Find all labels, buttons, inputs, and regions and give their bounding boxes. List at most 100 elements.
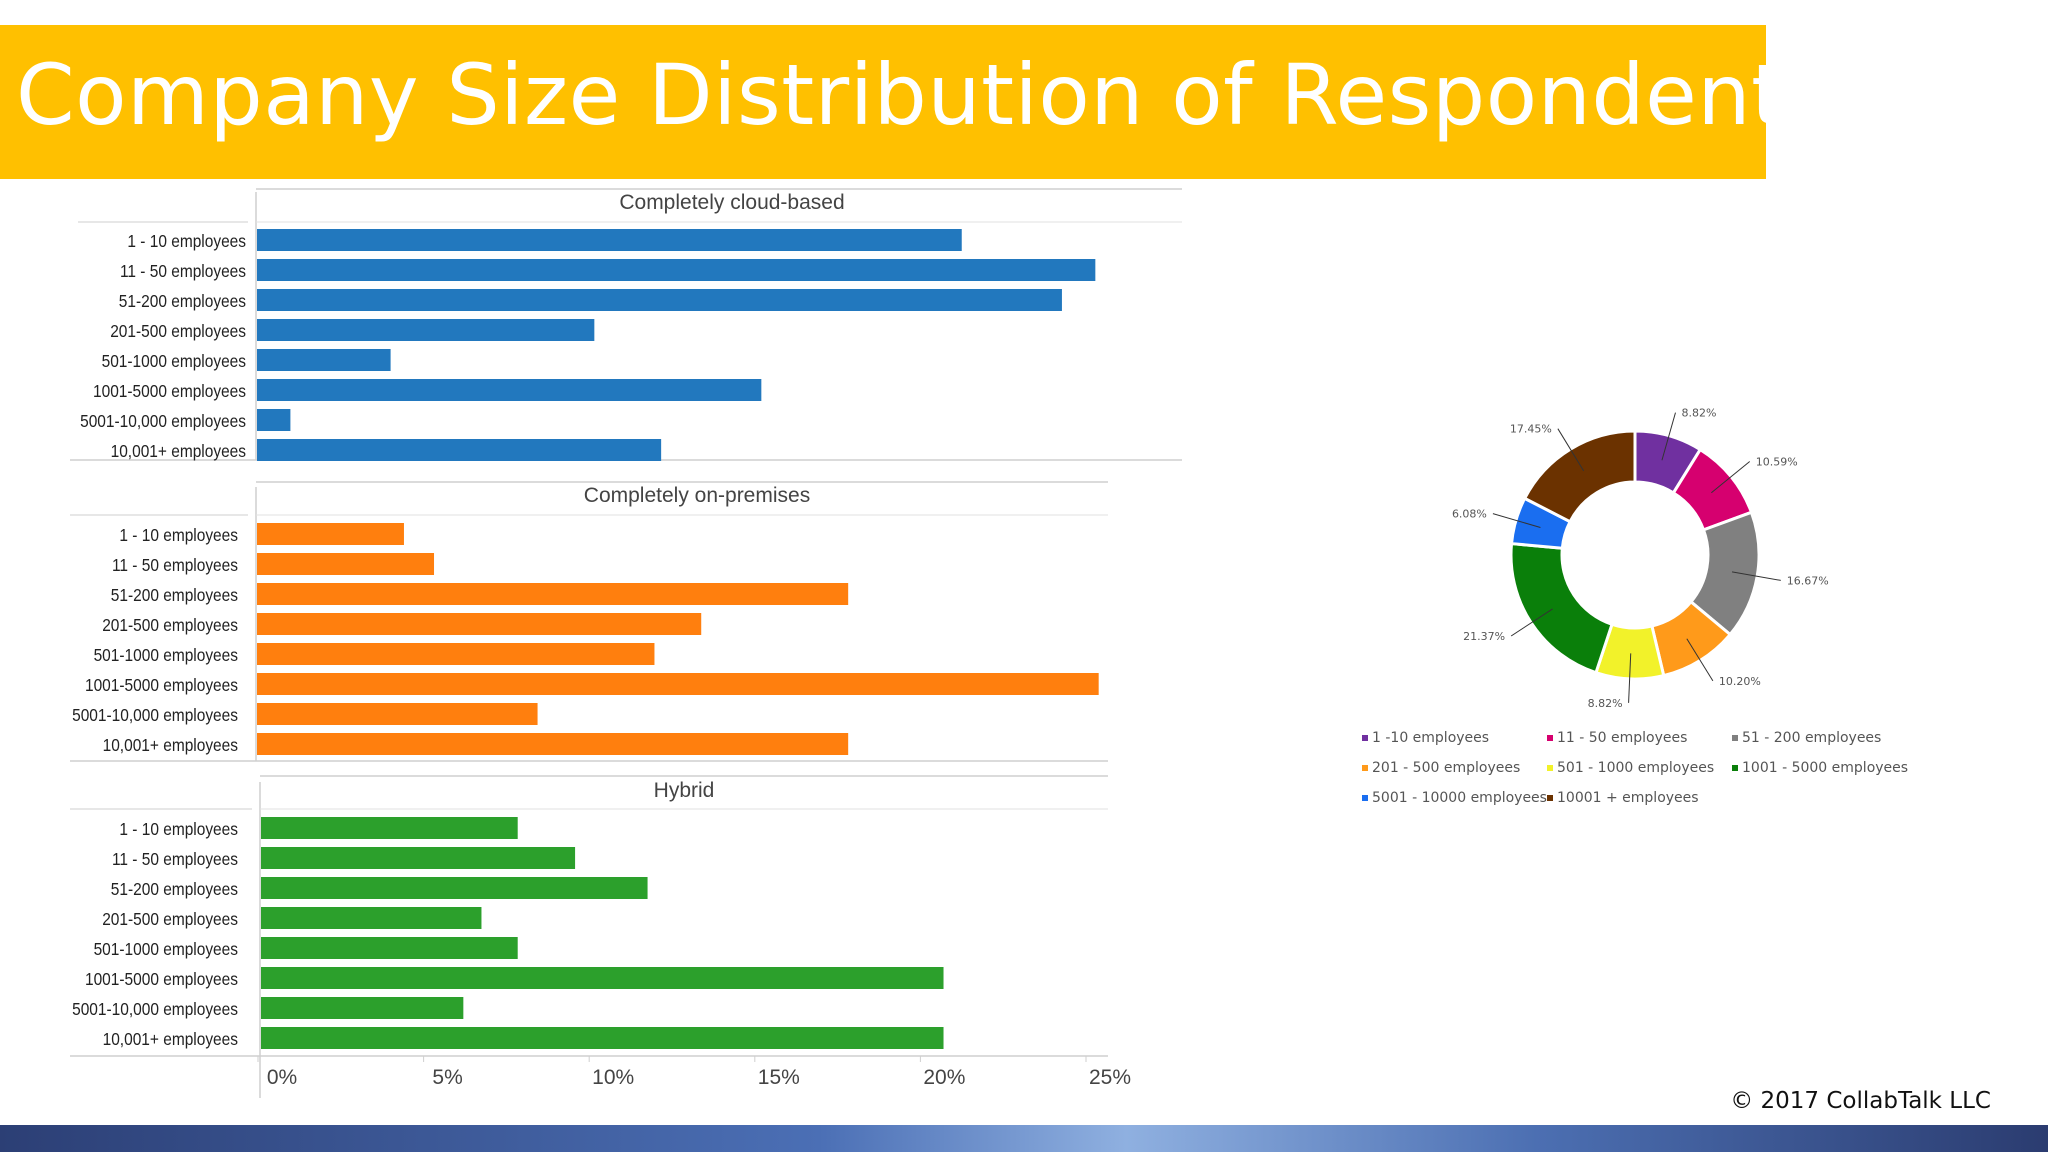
bar bbox=[257, 349, 391, 371]
bar bbox=[257, 229, 962, 251]
legend-label: 1001 - 5000 employees bbox=[1742, 760, 1909, 776]
x-tick-label: 5% bbox=[432, 1066, 462, 1089]
bar-category-label: 501-1000 employees bbox=[102, 351, 246, 371]
bar-category-label: 1001-5000 employees bbox=[85, 969, 238, 989]
x-tick-label: 15% bbox=[758, 1066, 800, 1089]
bar-category-label: 10,001+ employees bbox=[111, 441, 246, 461]
legend-swatch bbox=[1362, 765, 1368, 771]
leader-line bbox=[1557, 428, 1585, 472]
legend-label: 201 - 500 employees bbox=[1372, 760, 1521, 776]
legend-item: 1001 - 5000 employees bbox=[1732, 760, 1908, 776]
donut-data-label: 21.37% bbox=[1463, 630, 1505, 643]
bar-category-label: 201-500 employees bbox=[102, 615, 238, 635]
donut-slice bbox=[1522, 429, 1637, 524]
legend-item: 51 - 200 employees bbox=[1732, 730, 1881, 746]
leader-line bbox=[1661, 412, 1676, 461]
bar bbox=[261, 967, 944, 989]
x-tick-label: 25% bbox=[1089, 1066, 1131, 1089]
donut-data-label: 8.82% bbox=[1588, 697, 1623, 710]
legend-label: 10001 + employees bbox=[1557, 790, 1699, 806]
bar bbox=[257, 733, 849, 755]
bar-panel-title: Hybrid bbox=[654, 779, 715, 802]
bar bbox=[257, 703, 538, 725]
legend-item: 201 - 500 employees bbox=[1362, 760, 1520, 776]
donut-data-label: 8.82% bbox=[1681, 407, 1716, 420]
legend-swatch bbox=[1732, 765, 1738, 771]
bar bbox=[257, 439, 662, 461]
bar-category-label: 11 - 50 employees bbox=[120, 261, 246, 281]
donut-data-label: 17.45% bbox=[1510, 423, 1552, 436]
bar-category-label: 1 - 10 employees bbox=[119, 525, 238, 545]
x-tick-label: 10% bbox=[592, 1066, 634, 1089]
bar-category-label: 11 - 50 employees bbox=[112, 555, 238, 575]
donut-slices: 8.82% 10.59% 16.67% 10.20% 8.82% 21.37% 6.08% 1… bbox=[1452, 407, 1829, 710]
legend-swatch bbox=[1547, 795, 1553, 801]
bar bbox=[257, 643, 655, 665]
bar bbox=[257, 553, 435, 575]
bar bbox=[257, 409, 291, 431]
legend-swatch bbox=[1732, 735, 1738, 741]
legend-label: 1 -10 employees bbox=[1372, 730, 1490, 746]
bar bbox=[257, 613, 702, 635]
bar-panel-1: Completely cloud-based 1 - 10 employees 11… bbox=[70, 188, 1182, 461]
legend-swatch bbox=[1547, 765, 1553, 771]
x-axis: 0% 5% 10% 15% 20% 25% bbox=[257, 1056, 1131, 1098]
bar bbox=[257, 379, 762, 401]
bar-category-label: 1001-5000 employees bbox=[85, 675, 238, 695]
donut-slice bbox=[1509, 541, 1614, 675]
bar-category-label: 51-200 employees bbox=[111, 879, 238, 899]
bar-category-label: 1001-5000 employees bbox=[93, 381, 246, 401]
bar bbox=[257, 523, 404, 545]
bar-category-label: 201-500 employees bbox=[102, 909, 238, 929]
x-tick-label: 20% bbox=[923, 1066, 965, 1089]
bar-category-label: 11 - 50 employees bbox=[112, 849, 238, 869]
legend-swatch bbox=[1547, 735, 1553, 741]
legend-label: 11 - 50 employees bbox=[1557, 730, 1688, 746]
legend-item: 5001 - 10000 employees bbox=[1362, 790, 1547, 806]
bar bbox=[261, 877, 648, 899]
leader-line bbox=[1510, 608, 1553, 637]
bar-category-label: 501-1000 employees bbox=[94, 939, 238, 959]
bar-category-label: 5001-10,000 employees bbox=[72, 999, 238, 1019]
title-banner bbox=[0, 25, 1766, 179]
legend-label: 51 - 200 employees bbox=[1742, 730, 1882, 746]
bar bbox=[257, 259, 1096, 281]
bar-panel-2: Completely on-premises 1 - 10 employees 11… bbox=[70, 481, 1108, 762]
legend-item: 11 - 50 employees bbox=[1547, 730, 1687, 746]
bar bbox=[257, 289, 1062, 311]
bar-panel-3: Hybrid 1 - 10 employees 11 - 50 employees 5… bbox=[70, 775, 1108, 1057]
legend-swatch bbox=[1362, 735, 1368, 741]
page-title: Company Size Distribution of Respondents bbox=[16, 46, 1829, 144]
bar-category-label: 5001-10,000 employees bbox=[80, 411, 246, 431]
leader-line bbox=[1731, 571, 1781, 581]
donut-chart: 8.82% 10.59% 16.67% 10.20% 8.82% 21.37% 6.08% 1… bbox=[1452, 407, 1829, 710]
legend-label: 5001 - 10000 employees bbox=[1372, 790, 1547, 806]
bar-charts: Completely cloud-based 1 - 10 employees 11… bbox=[70, 188, 1182, 1098]
bar bbox=[261, 1027, 944, 1049]
legend-item: 1 -10 employees bbox=[1362, 730, 1489, 746]
bar-category-label: 10,001+ employees bbox=[103, 735, 238, 755]
legend-label: 501 - 1000 employees bbox=[1557, 760, 1715, 776]
bar bbox=[261, 937, 518, 959]
bar-category-label: 5001-10,000 employees bbox=[72, 705, 238, 725]
bar bbox=[261, 847, 576, 869]
bar-category-label: 201-500 employees bbox=[110, 321, 246, 341]
bar-category-label: 1 - 10 employees bbox=[127, 231, 246, 251]
donut-data-label: 10.59% bbox=[1756, 455, 1798, 468]
legend-swatch bbox=[1362, 795, 1368, 801]
copyright: © 2017 CollabTalk LLC bbox=[1730, 1088, 1991, 1114]
bar-category-label: 51-200 employees bbox=[119, 291, 246, 311]
footer-bar bbox=[0, 1125, 2048, 1152]
leader-line bbox=[1686, 638, 1714, 682]
bar-panel-title: Completely on-premises bbox=[584, 484, 810, 507]
bar bbox=[257, 319, 595, 341]
bar bbox=[261, 907, 482, 929]
bar bbox=[257, 583, 849, 605]
bar-category-label: 10,001+ employees bbox=[103, 1029, 238, 1049]
x-tick-label: 0% bbox=[267, 1066, 297, 1089]
legend-item: 501 - 1000 employees bbox=[1547, 760, 1714, 776]
bar-category-label: 501-1000 employees bbox=[94, 645, 238, 665]
leader-line bbox=[1492, 513, 1541, 528]
bar-category-label: 1 - 10 employees bbox=[119, 819, 238, 839]
donut-data-label: 6.08% bbox=[1452, 508, 1487, 521]
